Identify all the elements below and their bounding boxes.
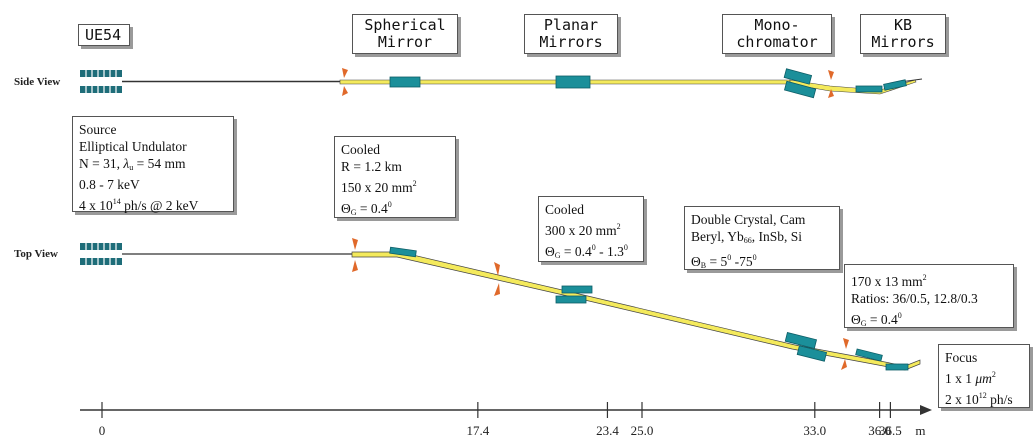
- top-kb-mirror-1: [855, 348, 883, 362]
- planar-mirrors-info-box: Cooled 300 x 20 mm2 ΘG = 0.40 - 1.30: [538, 196, 644, 262]
- side-aperture-1: [342, 68, 348, 96]
- top-planar-mirror-1: [561, 285, 593, 294]
- top-spherical-mirror: [389, 246, 417, 258]
- side-view-label: Side View: [14, 76, 61, 88]
- top-aperture-1: [352, 238, 358, 272]
- top-view-label: Top View: [14, 248, 58, 260]
- side-kb-mirror-1: [855, 85, 883, 93]
- axis-tick-label: 33.0: [803, 423, 827, 438]
- side-kb-mirror-2: [883, 79, 907, 91]
- axis-tick-label: 25.0: [630, 423, 654, 438]
- top-mono-crystal-1: [784, 332, 818, 349]
- side-aperture-2: [828, 70, 834, 98]
- side-undulator: [80, 70, 122, 93]
- axis-tick-label: 17.4: [466, 423, 490, 438]
- distance-axis: [80, 402, 932, 418]
- axis-tick-label: 23.4: [596, 423, 619, 438]
- planar-mirrors-label: Planar Mirrors: [524, 14, 618, 54]
- top-aperture-3: [841, 338, 849, 370]
- source-label: UE54: [78, 24, 130, 46]
- side-monochromator: [783, 68, 817, 99]
- side-planar-mirrors: [555, 75, 591, 89]
- top-undulator: [80, 243, 122, 265]
- axis-unit-label: m: [915, 423, 926, 438]
- side-view-group: [80, 68, 923, 99]
- kb-mirrors-info-box: 170 x 13 mm2 Ratios: 36/0.5, 12.8/0.3 ΘG…: [844, 264, 1014, 328]
- monochromator-info-box: Double Crystal, Cam Beryl, Yb66, InSb, S…: [684, 206, 840, 270]
- top-planar-mirror-2: [555, 295, 587, 304]
- kb-mirrors-label: KB Mirrors: [860, 14, 946, 54]
- top-beam: [351, 251, 921, 371]
- axis-tick-label: 36.0: [868, 423, 891, 438]
- top-mono-crystal-2: [796, 345, 828, 362]
- focus-info-box: Focus 1 x 1 μm2 2 x 1012 ph/s: [938, 344, 1030, 408]
- spherical-mirror-info-box: Cooled R = 1.2 km 150 x 20 mm2 ΘG = 0.40: [334, 136, 456, 218]
- side-spherical-mirror: [389, 76, 421, 88]
- source-info-box: Source Elliptical Undulator N = 31, λu =…: [72, 116, 234, 213]
- top-aperture-2: [494, 262, 500, 296]
- spherical-mirror-label: Spherical Mirror: [352, 14, 458, 54]
- axis-tick-label: 36.5: [879, 423, 902, 438]
- top-view-group: [80, 238, 921, 371]
- monochromator-label: Mono- chromator: [722, 14, 832, 54]
- axis-tick-label: 0: [98, 423, 106, 438]
- top-kb-mirror-2: [885, 363, 909, 371]
